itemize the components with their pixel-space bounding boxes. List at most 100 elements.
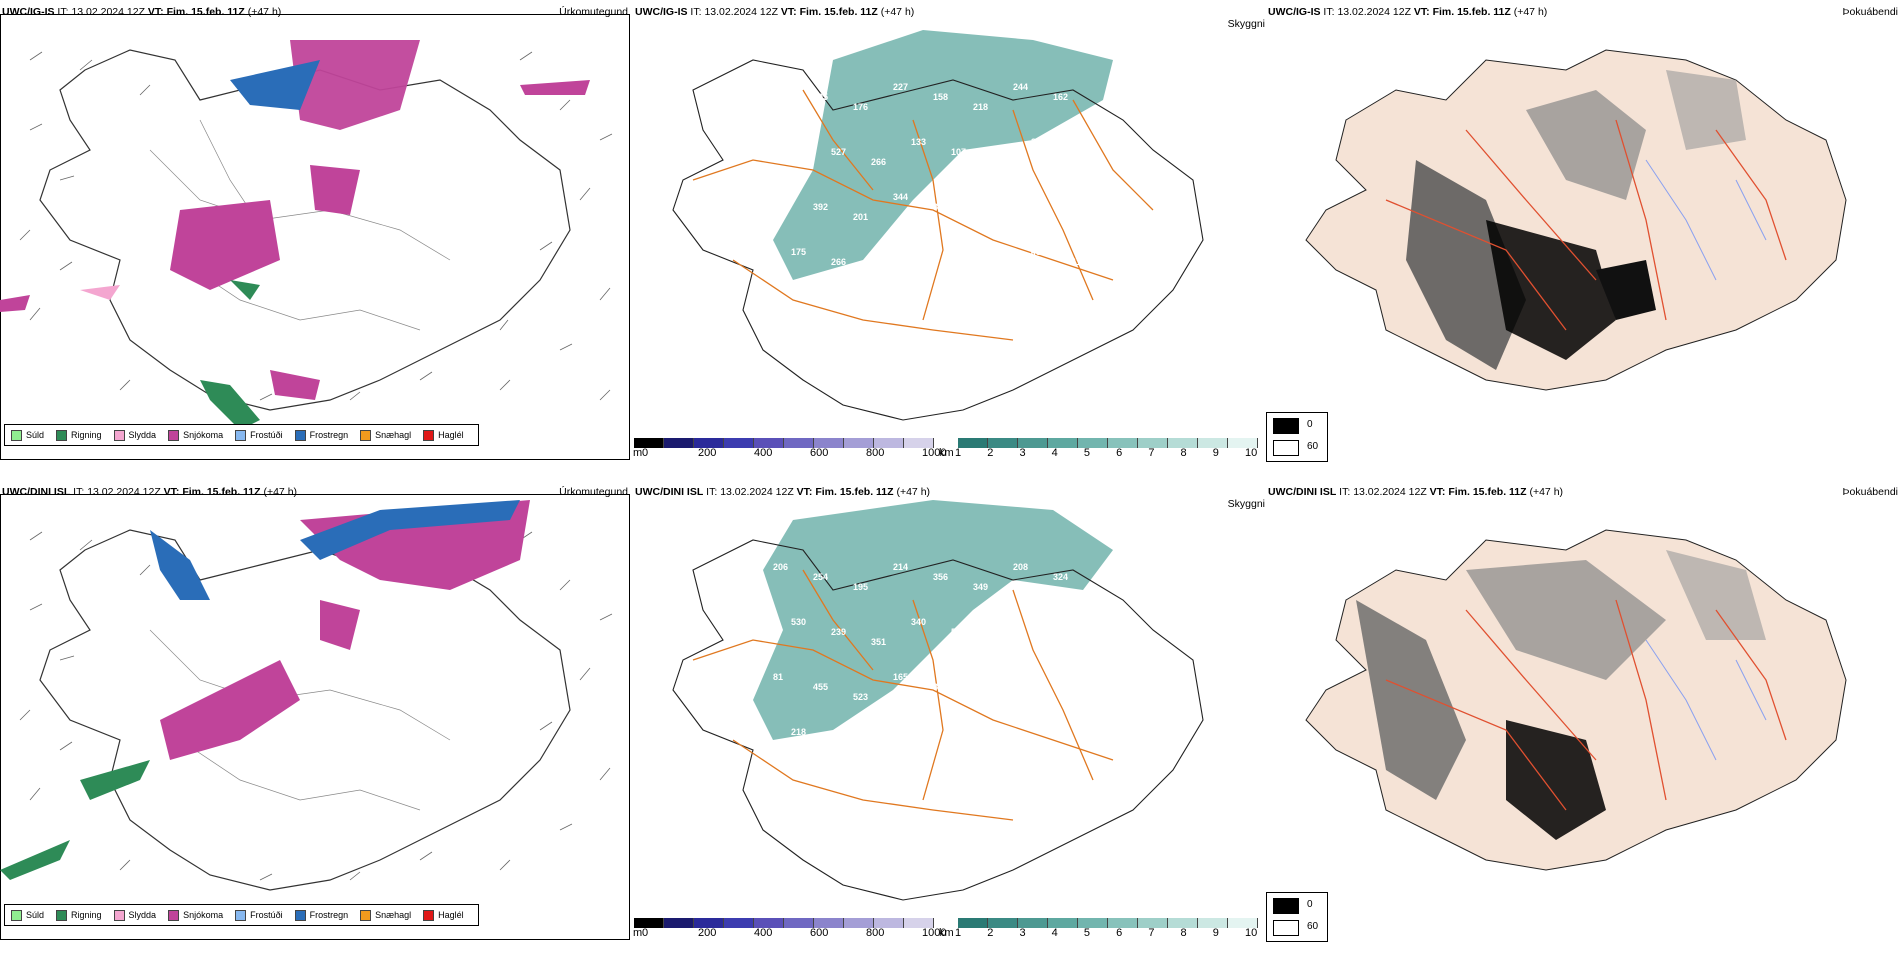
- visibility-bar: [958, 918, 1258, 928]
- fog-area-central: [1506, 720, 1606, 840]
- panel-title: Skyggni: [1227, 18, 1265, 30]
- colorbar-segment: [1138, 438, 1168, 448]
- it-label: IT:: [57, 6, 69, 18]
- legend-swatch: [235, 429, 247, 441]
- colorbar-segment: [1198, 438, 1228, 448]
- cloud-base-label: 81: [773, 672, 783, 682]
- fog-legend-label-1: 60: [1307, 921, 1319, 932]
- legend-item: Rigning: [56, 429, 102, 441]
- fog-map: [1305, 529, 1847, 871]
- legend-label: Snæhagl: [375, 910, 412, 920]
- rivers: [1645, 639, 1767, 761]
- fog-legend-swatch-0: [1273, 418, 1299, 434]
- fog-legend-label-0: 0: [1307, 899, 1313, 910]
- it-value: 13.02.2024 12Z: [71, 6, 145, 18]
- cloud-base-label: 218: [791, 727, 806, 737]
- cloud-base-label: 305: [933, 202, 948, 212]
- fog-area-west: [1356, 600, 1466, 800]
- legend-item: Frostregn: [294, 909, 348, 921]
- colorbar-segment: [664, 918, 694, 928]
- legend-label: Frostregn: [309, 430, 349, 440]
- model-name: UWC/DINI ISL: [2, 486, 71, 498]
- roads: [692, 569, 1114, 821]
- colorbar-tick-label: 200: [698, 447, 717, 459]
- panel-header: UWC/DINI ISL IT: 13.02.2024 12Z VT: Fim.…: [635, 486, 930, 498]
- roads: [1385, 599, 1787, 811]
- fog-area-northeast: [1666, 70, 1746, 150]
- legend-item: Snæhagl: [360, 909, 412, 921]
- visibility-panel: UWC/IG-IS IT: 13.02.2024 12Z VT: Fim. 15…: [633, 0, 1265, 475]
- panel-title: Þokuábendi: [1842, 6, 1898, 18]
- snow-area-west: [160, 660, 300, 760]
- snow-area-central: [310, 165, 360, 215]
- colorbar-segment: [634, 438, 664, 448]
- colorbar-segment: [1048, 438, 1078, 448]
- rain-area-offshore: [0, 840, 70, 880]
- cloud-base-label: 254: [813, 572, 828, 582]
- vt-value: Fim. 15.feb. 11Z: [182, 486, 261, 498]
- legend-label: Snjókoma: [183, 910, 224, 920]
- visibility-unit: km: [939, 927, 954, 939]
- snow-area-south: [270, 370, 320, 400]
- colorbar-tick-label: 1000: [922, 447, 947, 459]
- cloud-base-label: 313: [933, 682, 948, 692]
- colorbar-tick-label: 3: [1019, 927, 1026, 939]
- snow-area-north: [290, 40, 420, 130]
- colorbar-segment: [1108, 918, 1138, 928]
- it-label: IT:: [1323, 6, 1335, 18]
- panel-header: UWC/IG-IS IT: 13.02.2024 12Z VT: Fim. 15…: [2, 6, 281, 18]
- colorbar-segment: [1108, 438, 1138, 448]
- legend-swatch: [294, 429, 306, 441]
- colorbar-segment: [784, 438, 814, 448]
- precip-legend: Súld Rigning Slydda Snjókoma Frostúði Frostre…: [4, 904, 479, 926]
- fog-area-northeast: [1666, 550, 1766, 640]
- fog-area-central: [1486, 220, 1616, 360]
- panel-header: UWC/DINI ISL IT: 13.02.2024 12Z VT: Fim.…: [1268, 486, 1563, 498]
- legend-label: Súld: [26, 910, 45, 920]
- colorbar-tick-label: 8: [1180, 447, 1187, 459]
- legend-item: Frostúði: [235, 429, 283, 441]
- colorbar-segment: [958, 438, 988, 448]
- colorbar-tick-label: 7: [1148, 447, 1155, 459]
- cloud-base-label: 461: [973, 212, 988, 222]
- visibility-unit: km: [939, 447, 954, 459]
- colorbar-tick-label: 7: [1148, 927, 1155, 939]
- roads: [692, 89, 1154, 341]
- legend-swatch: [423, 429, 435, 441]
- cloud-base-label: 167: [773, 192, 788, 202]
- lead-time: (+47 h): [247, 6, 282, 18]
- colorbar-segment: [1168, 438, 1198, 448]
- lead-time: (+47 h): [1529, 486, 1564, 498]
- panel-frame: [0, 494, 630, 940]
- colorbar-tick-label: 2: [987, 447, 994, 459]
- snow-area-central: [320, 600, 360, 650]
- cloud-base-label: 133: [911, 137, 926, 147]
- precip-map: [0, 500, 613, 891]
- colorbar-segment: [784, 918, 814, 928]
- cloud-base-bar: [634, 918, 934, 928]
- model-name: UWC/DINI ISL: [1268, 486, 1337, 498]
- colorbar-segment: [1078, 438, 1108, 448]
- cloud-base-label: 58: [1013, 192, 1023, 202]
- colorbar-tick-label: 4: [1051, 927, 1058, 939]
- colorbar-segment: [1198, 918, 1228, 928]
- legend-swatch: [168, 909, 180, 921]
- fog-legend-swatch-1: [1273, 440, 1299, 456]
- fog-panel: UWC/IG-IS IT: 13.02.2024 12Z VT: Fim. 15…: [1266, 0, 1900, 475]
- legend-label: Snæhagl: [375, 430, 412, 440]
- cloud-base-label: 418: [1071, 257, 1086, 267]
- colorbar-segment: [844, 918, 874, 928]
- precip-type-panel: UWC/IG-IS IT: 13.02.2024 12Z VT: Fim. 15…: [0, 0, 632, 475]
- cloud-labels: 107 105 176 227 158 218 244 162 159 527 266 133 107 1…: [773, 82, 1086, 277]
- cloud-base-label: 158: [933, 92, 948, 102]
- colorbar-tick-label: 10: [1245, 927, 1258, 939]
- colorbar-tick-label: 6: [1116, 447, 1123, 459]
- colorbar-tick-label: 0: [642, 447, 649, 459]
- colorbar-segment: [694, 438, 724, 448]
- colorbar-tick-label: 9: [1212, 447, 1219, 459]
- freezing-rain-area: [230, 60, 320, 110]
- cloud-base-label: 324: [1053, 572, 1068, 582]
- cloud-base-label: 114: [951, 257, 966, 267]
- legend-label: Slydda: [128, 430, 157, 440]
- wind-barbs: [19, 51, 613, 401]
